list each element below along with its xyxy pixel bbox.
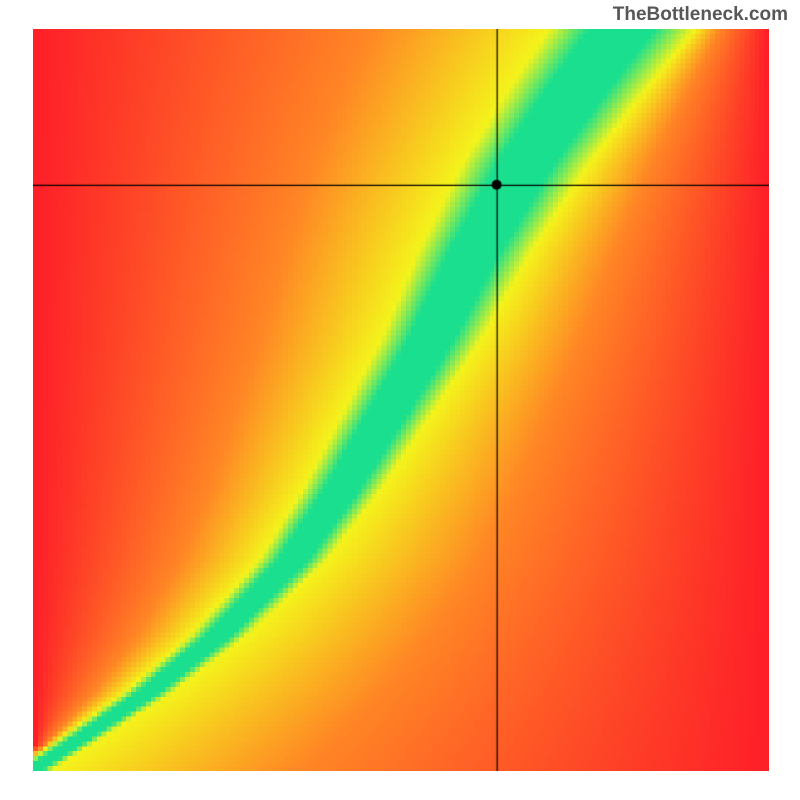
crosshair-overlay	[33, 29, 769, 771]
attribution-label: TheBottleneck.com	[613, 4, 788, 26]
chart-container: TheBottleneck.com	[0, 0, 800, 800]
plot-area	[33, 29, 769, 771]
